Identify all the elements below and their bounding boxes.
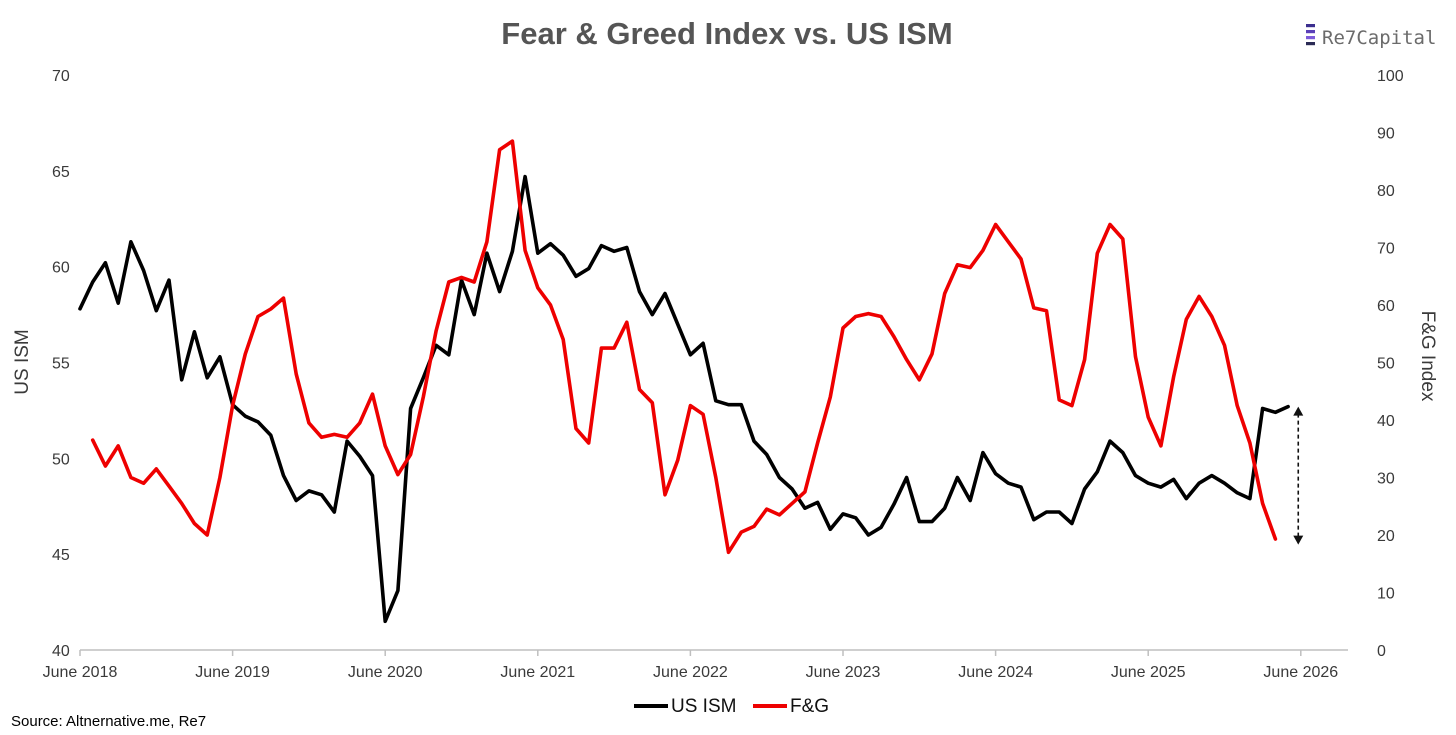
x-tick-label: June 2023 (806, 664, 881, 681)
y-tick-label: 45 (52, 547, 70, 564)
gap-arrow-annotation (1293, 406, 1304, 545)
legend-label-fg: F&G (790, 696, 829, 717)
y2-tick-label: 70 (1377, 241, 1395, 258)
legend: US ISM F&G (634, 696, 829, 717)
x-tick-label: June 2025 (1111, 664, 1186, 681)
y-tick-label: 70 (52, 68, 70, 85)
brand-name: Re7Capital (1322, 27, 1436, 49)
y2-tick-label: 60 (1377, 298, 1395, 315)
brand-logo-icon (1306, 24, 1315, 46)
y2-tick-label: 30 (1377, 471, 1395, 488)
x-tick-label: June 2026 (1263, 664, 1338, 681)
y2-axis-label: F&G Index (1417, 311, 1438, 402)
x-tick-label: June 2021 (500, 664, 575, 681)
y-tick-label: 40 (52, 643, 70, 660)
chart-title: Fear & Greed Index vs. US ISM (501, 16, 952, 51)
y2-tick-label: 20 (1377, 528, 1395, 545)
y-tick-label: 65 (52, 164, 70, 181)
y-tick-label: 50 (52, 451, 70, 468)
y2-tick-label: 100 (1377, 68, 1404, 85)
gap-arrow-head-up (1293, 406, 1304, 416)
y2-tick-label: 80 (1377, 183, 1395, 200)
source-note: Source: Altnernative.me, Re7 (11, 713, 206, 730)
y-tick-label: 60 (52, 260, 70, 277)
x-tick-label: June 2019 (195, 664, 270, 681)
y2-tick-label: 40 (1377, 413, 1395, 430)
gap-arrow-head-down (1293, 535, 1304, 545)
x-tick-label: June 2024 (958, 664, 1033, 681)
legend-label-us-ism: US ISM (671, 696, 736, 717)
y2-tick-label: 10 (1377, 586, 1395, 603)
brand-logo: Re7Capital (1306, 24, 1436, 49)
x-tick-label: June 2020 (348, 664, 423, 681)
y2-tick-label: 0 (1377, 643, 1386, 660)
x-tick-label: June 2018 (43, 664, 118, 681)
y-axis-label: US ISM (12, 329, 33, 394)
series-line-us-ism (78, 174, 1290, 624)
y-tick-label: 55 (52, 356, 70, 373)
x-tick-label: June 2022 (653, 664, 728, 681)
y2-tick-label: 50 (1377, 356, 1395, 373)
y2-tick-label: 90 (1377, 126, 1395, 143)
series-line-f-g (90, 139, 1278, 555)
